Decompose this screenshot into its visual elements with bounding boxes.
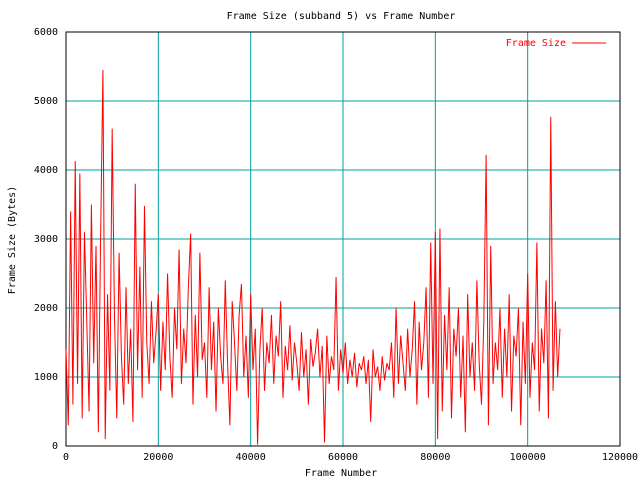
y-tick-label: 6000 — [34, 27, 58, 38]
y-tick-label: 0 — [52, 441, 58, 452]
y-tick-label: 2000 — [34, 303, 58, 314]
x-tick-label: 60000 — [328, 452, 358, 463]
x-tick-label: 40000 — [236, 452, 266, 463]
legend-label: Frame Size — [506, 38, 566, 49]
x-tick-label: 20000 — [143, 452, 173, 463]
y-tick-label: 5000 — [34, 96, 58, 107]
x-tick-label: 80000 — [420, 452, 450, 463]
x-tick-label: 100000 — [510, 452, 546, 463]
plot-frame — [65, 31, 621, 447]
y-axis-label: Frame Size (Bytes) — [7, 186, 18, 294]
data-line — [65, 69, 561, 445]
chart-title: Frame Size (subband 5) vs Frame Number — [227, 11, 456, 22]
y-tick-label: 4000 — [34, 165, 58, 176]
y-tick-label: 1000 — [34, 372, 58, 383]
x-tick-label: 120000 — [602, 452, 638, 463]
x-axis-label: Frame Number — [305, 468, 377, 479]
x-tick-label: 0 — [63, 452, 69, 463]
y-tick-label: 3000 — [34, 234, 58, 245]
